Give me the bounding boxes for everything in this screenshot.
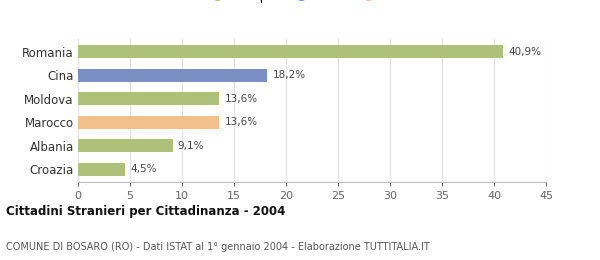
Bar <box>78 92 220 105</box>
Bar <box>78 46 503 58</box>
Bar <box>78 139 173 152</box>
Bar <box>78 162 125 176</box>
Text: 13,6%: 13,6% <box>224 94 258 104</box>
Text: 40,9%: 40,9% <box>509 47 542 57</box>
Text: 4,5%: 4,5% <box>130 164 157 174</box>
Text: 18,2%: 18,2% <box>272 70 305 80</box>
Text: 13,6%: 13,6% <box>224 117 258 127</box>
Bar <box>78 69 267 82</box>
Text: COMUNE DI BOSARO (RO) - Dati ISTAT al 1° gennaio 2004 - Elaborazione TUTTITALIA.: COMUNE DI BOSARO (RO) - Dati ISTAT al 1°… <box>6 242 430 252</box>
Bar <box>78 116 220 129</box>
Legend: Europa, Asia, Africa: Europa, Asia, Africa <box>200 0 424 7</box>
Text: 9,1%: 9,1% <box>178 141 205 151</box>
Text: Cittadini Stranieri per Cittadinanza - 2004: Cittadini Stranieri per Cittadinanza - 2… <box>6 205 286 218</box>
